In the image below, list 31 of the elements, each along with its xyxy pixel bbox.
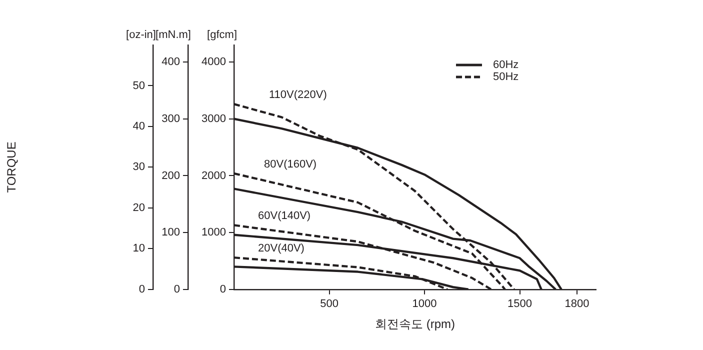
y3-tick-label: 20 <box>132 202 145 214</box>
annotation: 20V(40V) <box>258 242 304 255</box>
annotation: 60V(140V) <box>258 210 311 222</box>
y-tick-label: 0 <box>220 283 226 296</box>
y3-tick-label: 40 <box>132 120 145 132</box>
x-axis-title: 회전속도 (rpm) <box>375 317 455 332</box>
y3-tick-label: 10 <box>132 242 145 255</box>
y3-tick-label: 0 <box>138 283 145 296</box>
x-tick-label: 1500 <box>508 298 532 310</box>
y-axis-title: [gfcm] <box>207 29 237 42</box>
y-tick-label: 2000 <box>202 170 226 182</box>
y2-tick-label: 100 <box>162 226 180 239</box>
y3-tick-label: 30 <box>132 161 145 174</box>
annotation: 80V(160V) <box>264 158 317 170</box>
y-tick-label: 1000 <box>202 226 226 239</box>
y2-tick-label: 300 <box>162 112 180 125</box>
y-tick-label: 3000 <box>202 112 226 125</box>
legend-label: 50Hz <box>493 71 519 84</box>
y2-tick-label: 0 <box>174 283 180 296</box>
y3-tick-label: 50 <box>132 80 145 92</box>
x-tick-label: 1800 <box>564 298 590 310</box>
annotation: 110V(220V) <box>269 89 327 102</box>
y-tick-label: 4000 <box>202 56 226 68</box>
x-tick-label: 1000 <box>412 298 437 310</box>
y3-axis-title: [oz-in] <box>126 29 156 42</box>
y2-axis-title: [mN.m] <box>156 29 191 42</box>
legend-label: 60Hz <box>493 59 519 72</box>
text: TORQUE <box>4 142 18 193</box>
x-tick-label: 500 <box>320 298 338 310</box>
y2-tick-label: 400 <box>162 56 180 68</box>
y2-tick-label: 200 <box>162 170 180 182</box>
